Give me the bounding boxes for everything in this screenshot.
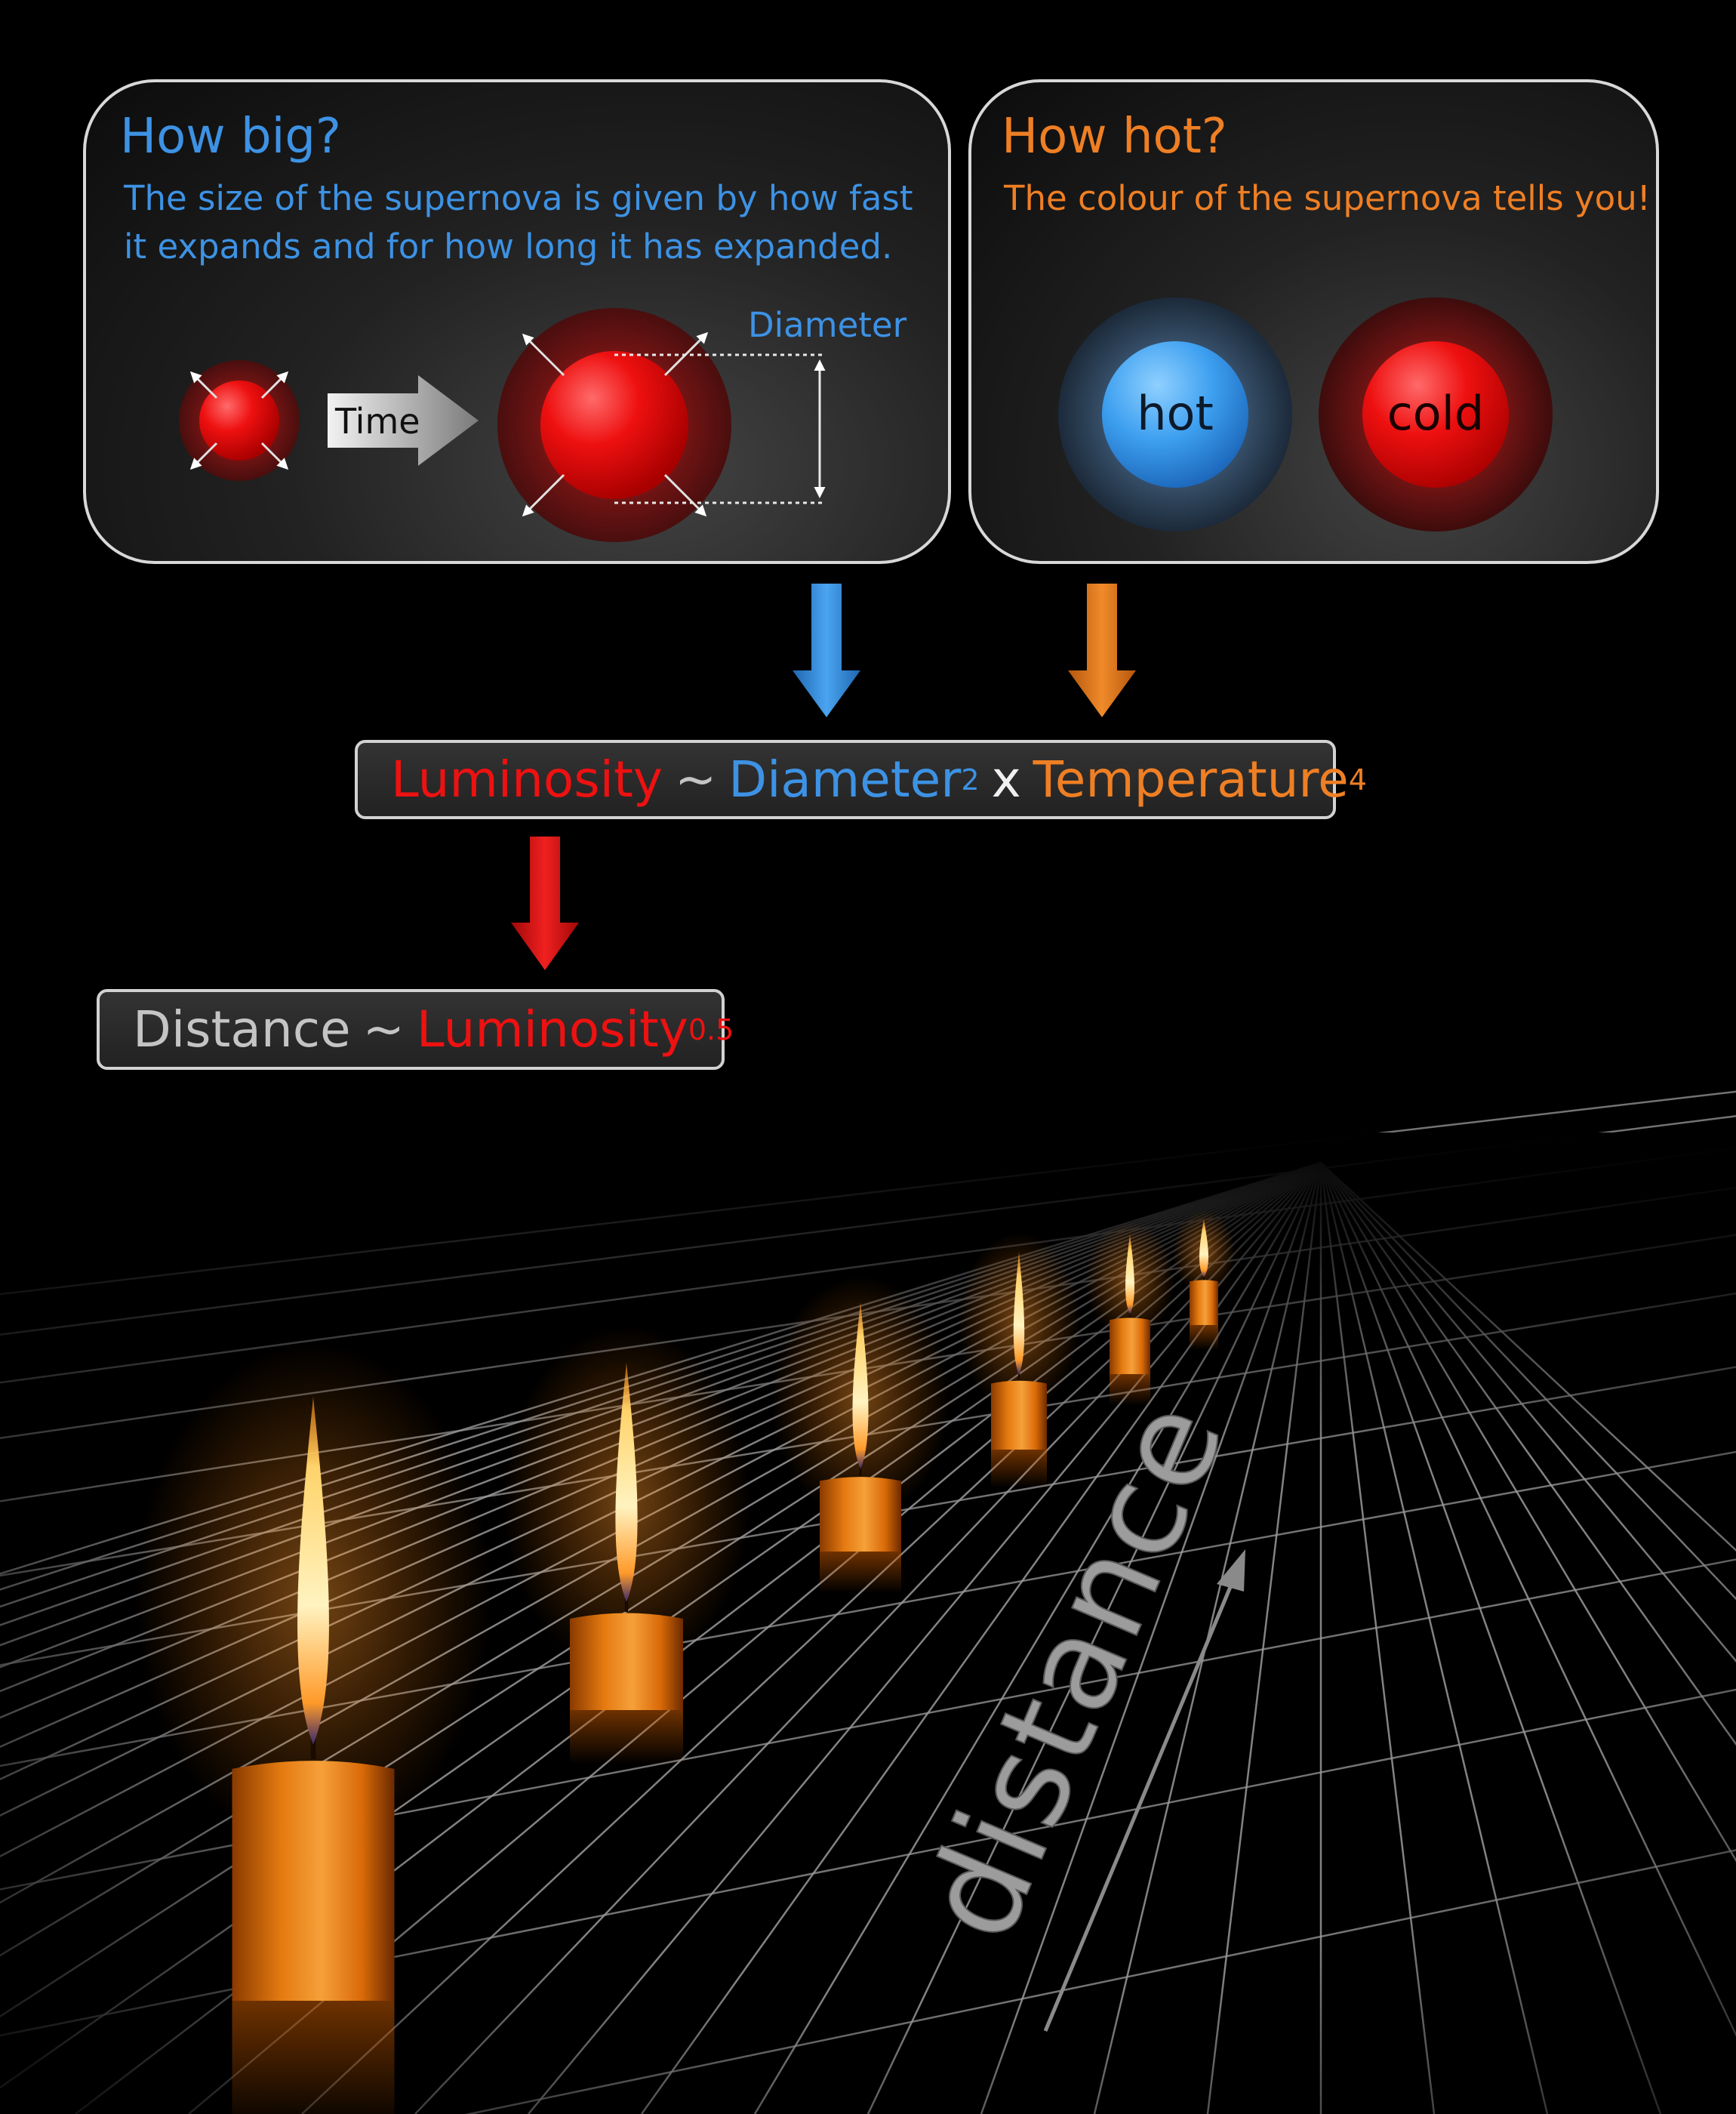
- candle: [771, 1276, 950, 1593]
- small-supernova: [179, 360, 300, 481]
- diameter-label: Diameter: [748, 305, 907, 345]
- luminosity-exponent: 0.5: [688, 1012, 734, 1046]
- cold-label: cold: [1387, 386, 1485, 441]
- cold-supernova: cold: [1319, 297, 1553, 532]
- temperature-exponent: 4: [1348, 763, 1367, 797]
- temperature-panel: How hot? The colour of the supernova tel…: [968, 79, 1659, 564]
- candle: [134, 1342, 492, 2114]
- proportional-sign-2: ~: [362, 1000, 405, 1059]
- candle: [502, 1325, 751, 1764]
- size-panel-title: How big?: [120, 109, 341, 165]
- candle: [1085, 1222, 1175, 1406]
- candle: [1172, 1210, 1236, 1350]
- luminosity-to-distance-arrow: [511, 837, 579, 970]
- diameter-exponent: 2: [961, 763, 980, 797]
- diameter-term: Diameter: [728, 750, 962, 809]
- hot-label: hot: [1137, 386, 1214, 441]
- time-arrow-label: Time: [334, 401, 420, 442]
- size-panel: How big? The size of the supernova is gi…: [83, 79, 951, 564]
- temperature-term: Temperature: [1033, 750, 1349, 809]
- temperature-panel-text: The colour of the supernova tells you!: [1004, 178, 1651, 218]
- luminosity-term-2: Luminosity: [416, 1000, 688, 1059]
- temperature-illustration: hot cold: [1058, 297, 1553, 532]
- luminosity-term: Luminosity: [391, 750, 663, 809]
- candle: [957, 1232, 1081, 1488]
- temperature-to-luminosity-arrow: [1068, 584, 1136, 717]
- diameter-dimension: [614, 353, 826, 504]
- time-arrow: Time: [328, 375, 479, 466]
- distance-term: Distance: [133, 1000, 351, 1059]
- expansion-illustration: Time: [179, 308, 826, 542]
- candle-row: [134, 1210, 1236, 2114]
- size-panel-line-1: The size of the supernova is given by ho…: [124, 178, 913, 218]
- distance-formula: Distance ~ Luminosity 0.5: [97, 989, 734, 1070]
- size-panel-line-2: it expands and for how long it has expan…: [124, 226, 893, 267]
- hot-supernova: hot: [1058, 297, 1292, 532]
- flow-arrows: [511, 584, 1136, 970]
- luminosity-formula: Luminosity ~ Diameter 2 x Temperature 4: [355, 740, 1367, 819]
- proportional-sign: ~: [674, 750, 717, 809]
- size-to-luminosity-arrow: [793, 584, 860, 717]
- distance-axis-arrow: [1043, 1549, 1245, 2032]
- temperature-panel-title: How hot?: [1002, 109, 1227, 165]
- multiply-sign: x: [991, 750, 1021, 809]
